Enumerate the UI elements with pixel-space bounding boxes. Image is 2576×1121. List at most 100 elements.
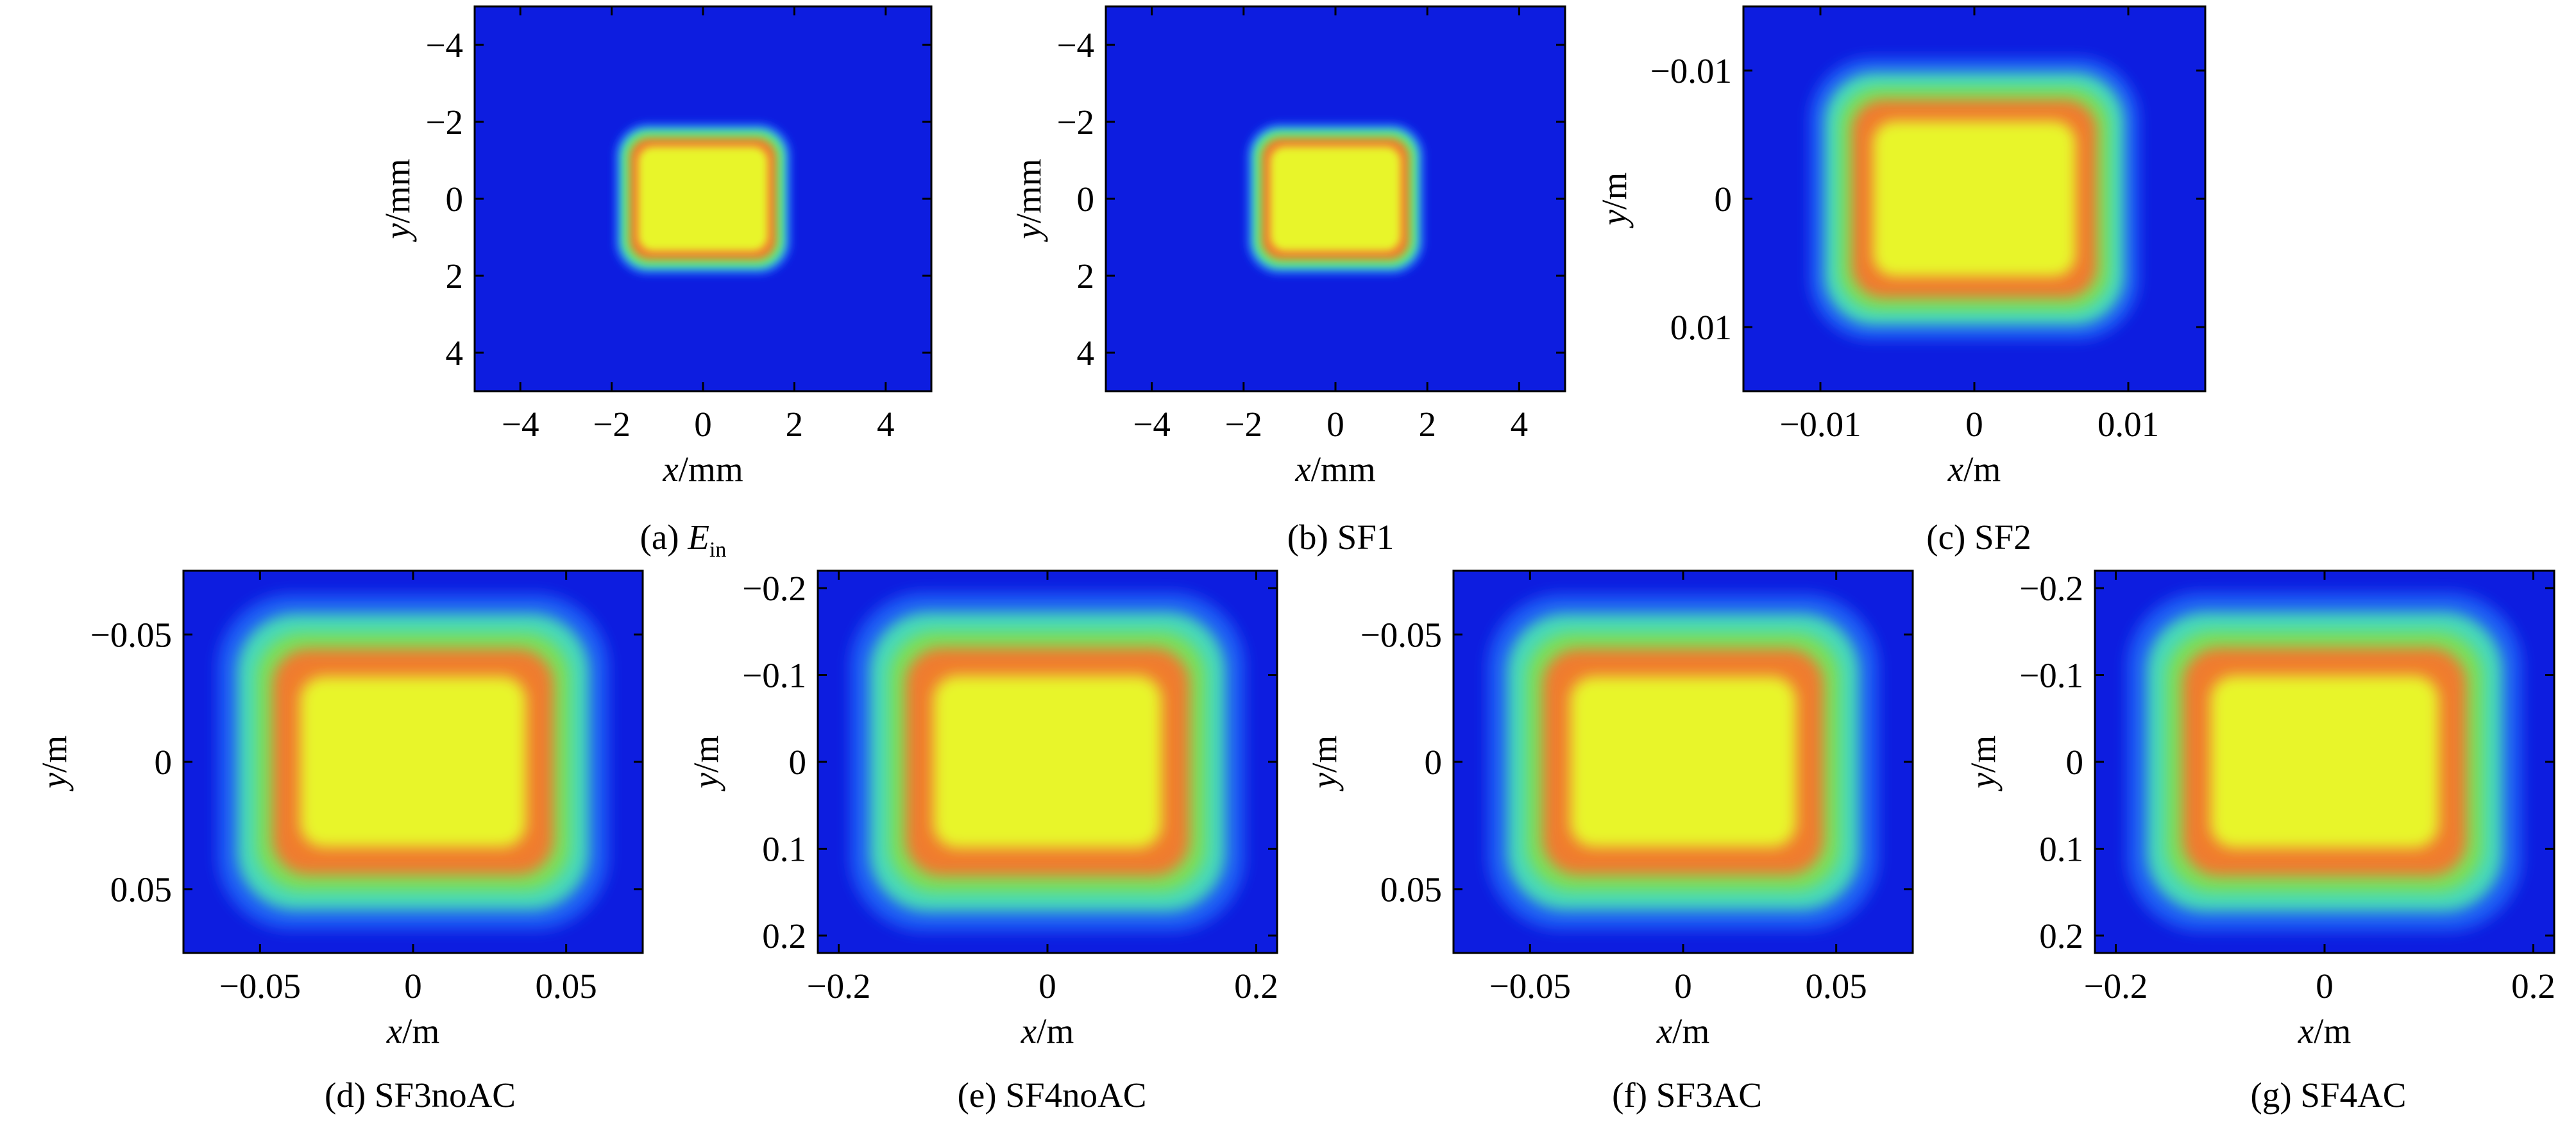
x-tick-label: 0.2 xyxy=(1234,966,1278,1006)
y-tick-label: −0.1 xyxy=(742,656,806,695)
y-tick-label: −4 xyxy=(1056,26,1094,65)
x-tick-label: 0 xyxy=(1038,966,1056,1006)
heatmap-c xyxy=(1743,6,2205,391)
chart-a: −4 −2 0 2 4 −4 −2 0 2 4 x/mm y/mm xyxy=(378,5,933,489)
y-tick-label: −0.05 xyxy=(90,615,172,654)
caption-e-text: (e) SF4noAC xyxy=(957,1075,1147,1115)
caption-a-prefix: (a) xyxy=(640,518,679,557)
beam-level-5 xyxy=(1270,146,1401,251)
y-tick-label: 0 xyxy=(446,180,464,219)
x-tick-label: 0 xyxy=(404,966,422,1006)
caption-b: (b) SF1 xyxy=(1287,519,1394,555)
y-axis-label: y/m xyxy=(686,736,725,791)
x-tick-label: 2 xyxy=(786,405,804,444)
x-tick-label: 0 xyxy=(694,405,712,444)
y-tick-label: 4 xyxy=(1077,333,1095,373)
caption-e: (e) SF4noAC xyxy=(958,1077,1147,1113)
y-tick-label: 0.05 xyxy=(1380,870,1442,909)
y-tick-label: 2 xyxy=(1077,257,1095,296)
heatmap-d xyxy=(183,571,643,953)
caption-d: (d) SF3noAC xyxy=(325,1077,516,1113)
panel-g: −0.2 0 0.2 −0.2 −0.1 0 0.1 0.2 x/m y/m xyxy=(1937,564,2576,1121)
beam-level-5 xyxy=(1873,121,2076,277)
y-tick-label: −0.1 xyxy=(2019,656,2083,695)
y-tick-label: 0 xyxy=(1715,180,1733,219)
x-tick-label: 0.2 xyxy=(2511,966,2555,1006)
y-tick-label: 0.2 xyxy=(2039,916,2083,956)
panel-e: −0.2 0 0.2 −0.2 −0.1 0 0.1 0.2 x/m y/m xyxy=(654,564,1296,1121)
caption-f: (f) SF3AC xyxy=(1612,1077,1762,1113)
y-tick-label: 0 xyxy=(155,743,173,782)
x-axis-label: x/m xyxy=(1656,1011,1709,1050)
y-axis-label: y/m xyxy=(1305,736,1344,791)
y-tick-label: 0.01 xyxy=(1670,308,1732,347)
x-tick-label: −4 xyxy=(1133,405,1171,444)
beam-level-5 xyxy=(300,676,527,848)
y-axis-label: y/m xyxy=(1963,736,2003,791)
y-tick-label: −0.01 xyxy=(1650,51,1732,90)
x-tick-label: −2 xyxy=(1225,405,1263,444)
x-tick-label: −0.01 xyxy=(1779,405,1861,444)
x-tick-label: 0 xyxy=(1326,405,1344,444)
x-tick-label: 0.05 xyxy=(536,966,597,1006)
y-tick-label: 4 xyxy=(446,333,464,373)
panel-c: −0.01 0 0.01 −0.01 0 0.01 x/m y/m xyxy=(1595,0,2245,564)
caption-f-text: (f) SF3AC xyxy=(1612,1075,1762,1115)
y-tick-label: −2 xyxy=(425,103,463,142)
x-axis-label: x/m xyxy=(386,1011,439,1050)
panel-d: −0.05 0 0.05 −0.05 0 0.05 x/m y/m xyxy=(0,564,654,1121)
x-tick-label: 4 xyxy=(877,405,895,444)
y-axis-label: y/mm xyxy=(378,158,417,242)
x-axis-label: x/mm xyxy=(1294,450,1375,489)
caption-c-text: (c) SF2 xyxy=(1926,518,2031,557)
chart-b: −4 −2 0 2 4 −4 −2 0 2 4 x/mm y/mm xyxy=(1009,5,1566,489)
x-tick-label: −2 xyxy=(593,405,631,444)
caption-c: (c) SF2 xyxy=(1926,519,2031,555)
caption-d-text: (d) SF3noAC xyxy=(325,1075,516,1115)
x-tick-label: 4 xyxy=(1511,405,1529,444)
caption-b-text: (b) SF1 xyxy=(1287,518,1394,557)
caption-a-symbol: E xyxy=(688,518,709,557)
y-axis-label: y/m xyxy=(1595,173,1634,228)
x-tick-label: −0.2 xyxy=(807,966,871,1006)
panel-b: −4 −2 0 2 4 −4 −2 0 2 4 x/mm y/mm xyxy=(962,0,1604,564)
y-tick-label: 2 xyxy=(446,257,464,296)
y-tick-label: 0 xyxy=(789,743,807,782)
x-axis-label: x/mm xyxy=(662,450,743,489)
heatmap-b xyxy=(1106,6,1565,391)
y-tick-label: 0 xyxy=(1077,180,1095,219)
x-tick-label: 0 xyxy=(2316,966,2334,1006)
y-tick-label: 0.1 xyxy=(2039,829,2083,868)
y-tick-label: −2 xyxy=(1056,103,1094,142)
caption-a: (a) Ein xyxy=(640,519,727,561)
x-tick-label: −0.05 xyxy=(1489,966,1571,1006)
caption-g-text: (g) SF4AC xyxy=(2250,1075,2407,1115)
heatmap-a xyxy=(475,6,931,391)
x-axis-label: x/m xyxy=(2298,1011,2351,1050)
x-tick-label: 2 xyxy=(1418,405,1436,444)
y-axis-label: y/m xyxy=(35,736,74,791)
x-tick-label: 0.01 xyxy=(2097,405,2159,444)
y-tick-label: 0.05 xyxy=(110,870,172,909)
y-tick-label: 0 xyxy=(2066,743,2084,782)
heatmap-f xyxy=(1453,571,1913,953)
beam-level-5 xyxy=(933,675,1162,848)
x-tick-label: −0.05 xyxy=(219,966,301,1006)
x-axis-label: x/m xyxy=(1947,450,2001,489)
x-tick-label: 0.05 xyxy=(1806,966,1867,1006)
x-tick-label: 0 xyxy=(1674,966,1692,1006)
y-tick-label: −0.2 xyxy=(2019,569,2083,608)
beam-level-5 xyxy=(1570,676,1797,848)
chart-c: −0.01 0 0.01 −0.01 0 0.01 x/m y/m xyxy=(1595,5,2207,489)
y-tick-label: 0.2 xyxy=(762,916,806,956)
y-tick-label: 0.1 xyxy=(762,829,806,868)
y-tick-label: −4 xyxy=(425,26,463,65)
panel-a: −4 −2 0 2 4 −4 −2 0 2 4 x/mm y/mm xyxy=(0,0,962,564)
chart-g: −0.2 0 0.2−0.2−0.100.10.2x/my/m xyxy=(1963,569,2555,1050)
x-tick-label: 0 xyxy=(1965,405,1983,444)
beam-level-5 xyxy=(638,146,768,251)
heatmap-e xyxy=(818,571,1277,953)
x-axis-label: x/m xyxy=(1021,1011,1074,1050)
caption-a-subscript: in xyxy=(709,538,727,562)
